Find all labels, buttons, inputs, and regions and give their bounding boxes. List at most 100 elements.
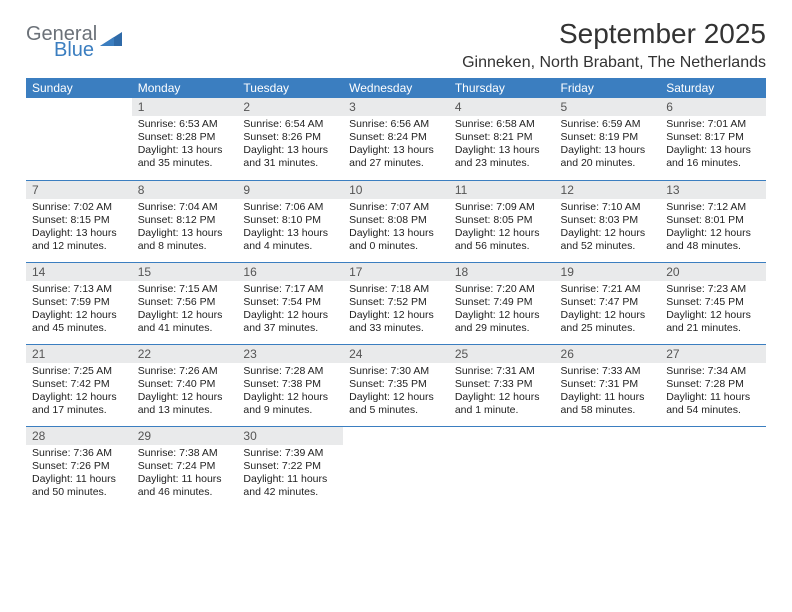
day-details: Sunrise: 7:21 AMSunset: 7:47 PMDaylight:… <box>555 281 661 340</box>
day-number: 22 <box>132 345 238 363</box>
daylight-line: Daylight: 12 hours and 21 minutes. <box>666 309 760 335</box>
calendar-day-cell: 4Sunrise: 6:58 AMSunset: 8:21 PMDaylight… <box>449 98 555 180</box>
sunset-line: Sunset: 8:24 PM <box>349 131 443 144</box>
day-details: Sunrise: 7:34 AMSunset: 7:28 PMDaylight:… <box>660 363 766 422</box>
sunrise-line: Sunrise: 7:09 AM <box>455 201 549 214</box>
calendar-row: 1Sunrise: 6:53 AMSunset: 8:28 PMDaylight… <box>26 98 766 180</box>
daylight-line: Daylight: 12 hours and 13 minutes. <box>138 391 232 417</box>
calendar-row: 7Sunrise: 7:02 AMSunset: 8:15 PMDaylight… <box>26 180 766 262</box>
sunrise-line: Sunrise: 7:01 AM <box>666 118 760 131</box>
calendar-day-cell: 22Sunrise: 7:26 AMSunset: 7:40 PMDayligh… <box>132 344 238 426</box>
weekday-header: Friday <box>555 78 661 98</box>
sunset-line: Sunset: 8:15 PM <box>32 214 126 227</box>
day-details: Sunrise: 7:15 AMSunset: 7:56 PMDaylight:… <box>132 281 238 340</box>
daylight-line: Daylight: 11 hours and 46 minutes. <box>138 473 232 499</box>
day-number: 11 <box>449 181 555 199</box>
sunrise-line: Sunrise: 6:54 AM <box>243 118 337 131</box>
sunrise-line: Sunrise: 7:04 AM <box>138 201 232 214</box>
daylight-line: Daylight: 12 hours and 45 minutes. <box>32 309 126 335</box>
day-details: Sunrise: 7:13 AMSunset: 7:59 PMDaylight:… <box>26 281 132 340</box>
day-details: Sunrise: 6:56 AMSunset: 8:24 PMDaylight:… <box>343 116 449 175</box>
day-number: 26 <box>555 345 661 363</box>
daylight-line: Daylight: 13 hours and 16 minutes. <box>666 144 760 170</box>
daylight-line: Daylight: 12 hours and 1 minute. <box>455 391 549 417</box>
sunrise-line: Sunrise: 7:23 AM <box>666 283 760 296</box>
calendar-day-cell: 17Sunrise: 7:18 AMSunset: 7:52 PMDayligh… <box>343 262 449 344</box>
sunrise-line: Sunrise: 7:34 AM <box>666 365 760 378</box>
sunrise-line: Sunrise: 7:15 AM <box>138 283 232 296</box>
sunset-line: Sunset: 7:26 PM <box>32 460 126 473</box>
day-number: 24 <box>343 345 449 363</box>
day-details: Sunrise: 7:31 AMSunset: 7:33 PMDaylight:… <box>449 363 555 422</box>
day-number: 3 <box>343 98 449 116</box>
daylight-line: Daylight: 12 hours and 56 minutes. <box>455 227 549 253</box>
day-details: Sunrise: 6:53 AMSunset: 8:28 PMDaylight:… <box>132 116 238 175</box>
weekday-header: Monday <box>132 78 238 98</box>
sunset-line: Sunset: 7:56 PM <box>138 296 232 309</box>
weekday-header: Sunday <box>26 78 132 98</box>
day-number: 16 <box>237 263 343 281</box>
calendar-day-cell: 2Sunrise: 6:54 AMSunset: 8:26 PMDaylight… <box>237 98 343 180</box>
day-number: 5 <box>555 98 661 116</box>
day-details: Sunrise: 7:06 AMSunset: 8:10 PMDaylight:… <box>237 199 343 258</box>
day-details: Sunrise: 7:04 AMSunset: 8:12 PMDaylight:… <box>132 199 238 258</box>
sunrise-line: Sunrise: 7:39 AM <box>243 447 337 460</box>
day-number: 17 <box>343 263 449 281</box>
day-details: Sunrise: 7:28 AMSunset: 7:38 PMDaylight:… <box>237 363 343 422</box>
day-number: 19 <box>555 263 661 281</box>
sunset-line: Sunset: 8:28 PM <box>138 131 232 144</box>
day-number: 2 <box>237 98 343 116</box>
calendar-row: 14Sunrise: 7:13 AMSunset: 7:59 PMDayligh… <box>26 262 766 344</box>
day-number: 12 <box>555 181 661 199</box>
day-details: Sunrise: 7:30 AMSunset: 7:35 PMDaylight:… <box>343 363 449 422</box>
daylight-line: Daylight: 13 hours and 27 minutes. <box>349 144 443 170</box>
calendar-day-cell: 9Sunrise: 7:06 AMSunset: 8:10 PMDaylight… <box>237 180 343 262</box>
daylight-line: Daylight: 13 hours and 20 minutes. <box>561 144 655 170</box>
day-details: Sunrise: 7:25 AMSunset: 7:42 PMDaylight:… <box>26 363 132 422</box>
weekday-header: Wednesday <box>343 78 449 98</box>
daylight-line: Daylight: 12 hours and 48 minutes. <box>666 227 760 253</box>
sunset-line: Sunset: 7:45 PM <box>666 296 760 309</box>
sunset-line: Sunset: 7:54 PM <box>243 296 337 309</box>
sunset-line: Sunset: 7:52 PM <box>349 296 443 309</box>
day-number: 8 <box>132 181 238 199</box>
day-number: 1 <box>132 98 238 116</box>
day-number: 6 <box>660 98 766 116</box>
sunrise-line: Sunrise: 7:26 AM <box>138 365 232 378</box>
sunset-line: Sunset: 7:47 PM <box>561 296 655 309</box>
sunset-line: Sunset: 8:03 PM <box>561 214 655 227</box>
calendar-day-cell: 27Sunrise: 7:34 AMSunset: 7:28 PMDayligh… <box>660 344 766 426</box>
daylight-line: Daylight: 12 hours and 25 minutes. <box>561 309 655 335</box>
day-details: Sunrise: 7:20 AMSunset: 7:49 PMDaylight:… <box>449 281 555 340</box>
weekday-header: Thursday <box>449 78 555 98</box>
daylight-line: Daylight: 12 hours and 52 minutes. <box>561 227 655 253</box>
calendar-day-cell: 14Sunrise: 7:13 AMSunset: 7:59 PMDayligh… <box>26 262 132 344</box>
daylight-line: Daylight: 12 hours and 9 minutes. <box>243 391 337 417</box>
day-details: Sunrise: 7:10 AMSunset: 8:03 PMDaylight:… <box>555 199 661 258</box>
calendar-day-cell: 7Sunrise: 7:02 AMSunset: 8:15 PMDaylight… <box>26 180 132 262</box>
calendar-day-cell: 25Sunrise: 7:31 AMSunset: 7:33 PMDayligh… <box>449 344 555 426</box>
daylight-line: Daylight: 12 hours and 33 minutes. <box>349 309 443 335</box>
calendar-day-cell: 18Sunrise: 7:20 AMSunset: 7:49 PMDayligh… <box>449 262 555 344</box>
calendar-day-cell: 12Sunrise: 7:10 AMSunset: 8:03 PMDayligh… <box>555 180 661 262</box>
day-number: 30 <box>237 427 343 445</box>
day-details: Sunrise: 7:17 AMSunset: 7:54 PMDaylight:… <box>237 281 343 340</box>
calendar-table: SundayMondayTuesdayWednesdayThursdayFrid… <box>26 78 766 508</box>
day-details: Sunrise: 7:01 AMSunset: 8:17 PMDaylight:… <box>660 116 766 175</box>
daylight-line: Daylight: 12 hours and 5 minutes. <box>349 391 443 417</box>
sunrise-line: Sunrise: 7:28 AM <box>243 365 337 378</box>
day-details: Sunrise: 7:39 AMSunset: 7:22 PMDaylight:… <box>237 445 343 504</box>
daylight-line: Daylight: 13 hours and 31 minutes. <box>243 144 337 170</box>
daylight-line: Daylight: 13 hours and 35 minutes. <box>138 144 232 170</box>
day-number: 29 <box>132 427 238 445</box>
sunset-line: Sunset: 8:17 PM <box>666 131 760 144</box>
sunrise-line: Sunrise: 7:38 AM <box>138 447 232 460</box>
daylight-line: Daylight: 11 hours and 42 minutes. <box>243 473 337 499</box>
sunset-line: Sunset: 8:08 PM <box>349 214 443 227</box>
calendar-day-cell: 19Sunrise: 7:21 AMSunset: 7:47 PMDayligh… <box>555 262 661 344</box>
sunrise-line: Sunrise: 7:17 AM <box>243 283 337 296</box>
day-number: 7 <box>26 181 132 199</box>
day-number: 4 <box>449 98 555 116</box>
daylight-line: Daylight: 12 hours and 41 minutes. <box>138 309 232 335</box>
calendar-row: 28Sunrise: 7:36 AMSunset: 7:26 PMDayligh… <box>26 426 766 508</box>
